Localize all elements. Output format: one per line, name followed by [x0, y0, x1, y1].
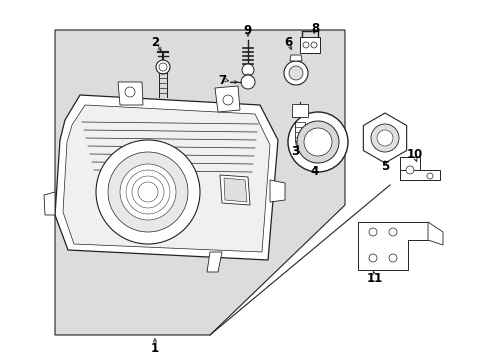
- Circle shape: [241, 75, 254, 89]
- Text: 4: 4: [310, 166, 319, 179]
- Polygon shape: [224, 178, 246, 202]
- Text: 7: 7: [218, 73, 225, 86]
- Text: 3: 3: [290, 145, 299, 158]
- Circle shape: [388, 228, 396, 236]
- Polygon shape: [215, 86, 240, 112]
- Circle shape: [244, 74, 251, 82]
- Polygon shape: [220, 175, 249, 205]
- Circle shape: [368, 228, 376, 236]
- Polygon shape: [399, 157, 419, 180]
- Text: 2: 2: [151, 36, 159, 49]
- Circle shape: [296, 121, 338, 163]
- Circle shape: [304, 128, 331, 156]
- Circle shape: [310, 42, 316, 48]
- Circle shape: [159, 63, 167, 71]
- Circle shape: [405, 166, 413, 174]
- Circle shape: [388, 254, 396, 262]
- Circle shape: [295, 140, 304, 148]
- Circle shape: [368, 254, 376, 262]
- Text: 5: 5: [380, 161, 388, 174]
- Polygon shape: [55, 30, 345, 335]
- Circle shape: [303, 42, 308, 48]
- Circle shape: [156, 60, 170, 74]
- Polygon shape: [269, 180, 285, 202]
- Circle shape: [223, 95, 232, 105]
- Circle shape: [287, 112, 347, 172]
- Circle shape: [96, 140, 200, 244]
- Polygon shape: [427, 222, 442, 245]
- Circle shape: [288, 66, 303, 80]
- Circle shape: [108, 152, 187, 232]
- Polygon shape: [399, 170, 439, 180]
- Polygon shape: [206, 252, 222, 272]
- Circle shape: [370, 124, 398, 152]
- Circle shape: [242, 64, 253, 76]
- Circle shape: [284, 61, 307, 85]
- Polygon shape: [44, 192, 55, 215]
- Circle shape: [376, 130, 392, 146]
- Polygon shape: [55, 95, 278, 260]
- Polygon shape: [357, 222, 427, 270]
- Polygon shape: [291, 104, 307, 117]
- Polygon shape: [289, 55, 302, 61]
- Text: 1: 1: [151, 342, 159, 355]
- Polygon shape: [63, 105, 269, 252]
- Polygon shape: [299, 37, 319, 53]
- Circle shape: [426, 173, 432, 179]
- Text: 10: 10: [406, 148, 422, 162]
- Text: 9: 9: [244, 23, 252, 36]
- Polygon shape: [363, 113, 406, 163]
- Text: 6: 6: [284, 36, 291, 49]
- Polygon shape: [118, 82, 142, 105]
- Circle shape: [125, 87, 135, 97]
- Circle shape: [120, 164, 176, 220]
- Text: 8: 8: [310, 22, 319, 35]
- Text: 11: 11: [366, 271, 382, 284]
